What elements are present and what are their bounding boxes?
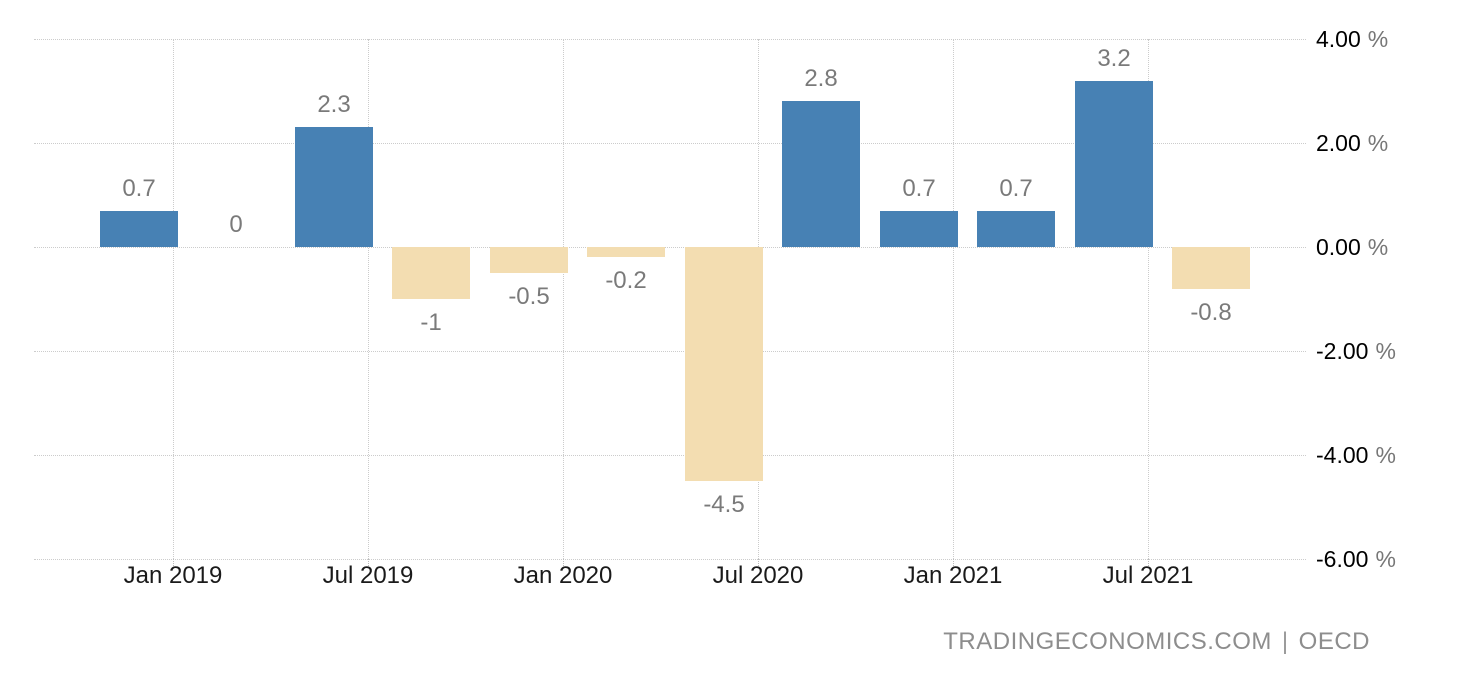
bar-value-label: 0.7 [999,175,1033,202]
x-axis-tick [173,559,174,566]
watermark-source: OECD [1298,628,1370,655]
gridline-h [34,247,1306,248]
gridline-v [563,39,564,559]
y-tick-unit: % [1367,234,1389,260]
y-axis-tick-label: 4.00% [1316,25,1388,53]
y-axis-tick-label: -6.00% [1316,545,1396,573]
x-axis-tick [1148,559,1149,566]
y-tick-number: -4.00 [1316,442,1369,468]
y-tick-number: 0.00 [1316,234,1361,260]
y-tick-unit: % [1367,26,1389,52]
bar-value-label: -0.5 [508,283,550,310]
bar[interactable] [490,247,568,273]
bar[interactable] [1172,247,1250,289]
bar-value-label: 0.7 [902,175,936,202]
bar-value-label: -0.2 [605,267,647,294]
x-axis-tick-label: Jul 2020 [712,562,804,589]
x-axis-tick [368,559,369,566]
x-axis-tick-label: Jan 2019 [123,562,223,589]
gridline-v [953,39,954,559]
gridline-v [1148,39,1149,559]
bar[interactable] [685,247,763,481]
bar[interactable] [100,211,178,247]
bar-value-label: -0.8 [1190,299,1232,326]
gridline-h [34,559,1306,560]
gridline-h [34,143,1306,144]
bar[interactable] [880,211,958,247]
bar[interactable] [782,101,860,247]
bar[interactable] [295,127,373,247]
bar-value-label: 2.8 [804,65,838,92]
bar-value-label: 2.3 [317,91,351,118]
gridline-h [34,39,1306,40]
bar[interactable] [587,247,665,257]
watermark-separator: | [1281,628,1289,655]
y-tick-unit: % [1375,338,1396,364]
gridline-v [173,39,174,559]
y-tick-number: -2.00 [1316,338,1369,364]
x-axis-tick [953,559,954,566]
y-tick-number: 4.00 [1316,26,1361,52]
x-axis-tick-label: Jan 2021 [903,562,1003,589]
y-axis-tick-label: 2.00% [1316,129,1388,157]
bar-value-label: 0 [229,211,243,238]
gridline-v [368,39,369,559]
x-axis-tick-label: Jan 2020 [513,562,613,589]
bar-value-label: -4.5 [703,491,745,518]
bar-value-label: 0.7 [122,175,156,202]
gridline-h [34,455,1306,456]
x-axis-tick [758,559,759,566]
bar-value-label: 3.2 [1097,45,1131,72]
y-axis-tick-label: -4.00% [1316,441,1396,469]
bar[interactable] [977,211,1055,247]
gridline-h [34,351,1306,352]
x-axis-tick [563,559,564,566]
x-axis-tick-label: Jul 2021 [1102,562,1194,589]
bar[interactable] [392,247,470,299]
bar-value-label: -1 [420,309,442,336]
watermark-site: TRADINGECONOMICS.COM [943,628,1272,655]
y-tick-number: 2.00 [1316,130,1361,156]
bar[interactable] [1075,81,1153,247]
y-tick-unit: % [1367,130,1389,156]
y-axis-tick-label: 0.00% [1316,233,1388,261]
watermark: TRADINGECONOMICS.COM | OECD [943,628,1370,656]
y-axis-tick-label: -2.00% [1316,337,1396,365]
y-tick-number: -6.00 [1316,546,1369,572]
y-tick-unit: % [1375,546,1396,572]
y-tick-unit: % [1375,442,1396,468]
x-axis-tick-label: Jul 2019 [322,562,414,589]
